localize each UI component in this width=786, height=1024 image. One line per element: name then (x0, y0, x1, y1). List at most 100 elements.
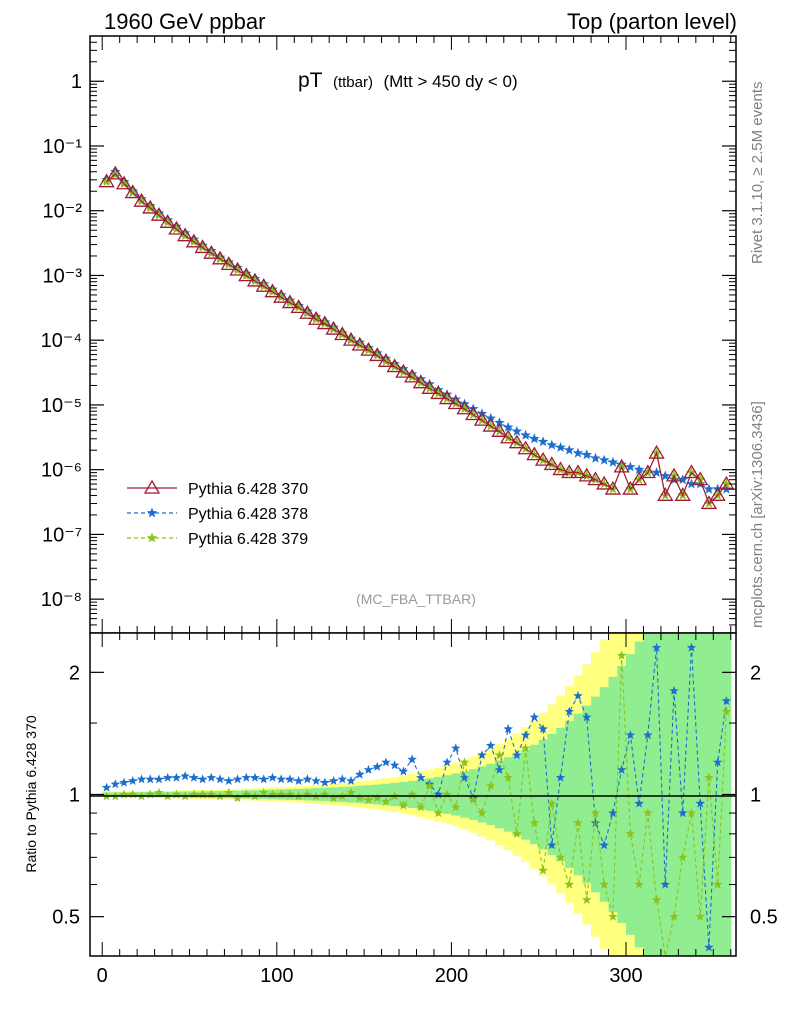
legend-label: Pythia 6.428 379 (188, 531, 308, 548)
main-data-point (604, 480, 622, 495)
ratio-band-inner (495, 760, 505, 829)
legend-marker (146, 507, 158, 518)
main-data-point (534, 451, 552, 466)
ratio-data-point (721, 706, 732, 716)
main-data-point (273, 289, 290, 303)
main-data-point (421, 380, 438, 394)
ratio-data-point (459, 757, 470, 767)
ratio-series-0 (101, 642, 732, 952)
main-data-point (369, 347, 386, 362)
ratio-data-point (346, 787, 356, 797)
ratio-data-point (363, 764, 374, 774)
ratio-band-inner (626, 654, 636, 935)
ratio-data-point (529, 818, 540, 828)
ratio-data-point (381, 757, 391, 767)
ratio-panel: 0.5 0.5 1 1 2 2 0 100 200 300 (52, 632, 778, 987)
ratio-data-point (503, 724, 513, 734)
main-data-point (639, 464, 656, 479)
ratio-data-point (477, 750, 487, 760)
ratio-data-point (259, 774, 269, 784)
ratio-data-point (590, 818, 601, 828)
ratio-data-point (416, 772, 426, 782)
legend-item: Pythia 6.428 378 (127, 506, 308, 523)
ratio-band-inner (547, 733, 557, 856)
main-data-point (473, 411, 491, 426)
ratio-data-point (494, 750, 505, 760)
ratio-data-point (276, 774, 286, 784)
main-data-point (625, 461, 636, 472)
ratio-data-point (651, 894, 662, 904)
ratio-data-point (328, 793, 339, 803)
ratio-band-inner (713, 633, 723, 956)
legend-label: Pythia 6.428 378 (188, 506, 308, 523)
ratio-band-inner (477, 766, 487, 823)
ratio-data-point (442, 789, 452, 799)
ratio-data-point (512, 750, 522, 760)
ratio-data-point (355, 769, 365, 779)
legend-marker (146, 532, 158, 543)
main-data-point (494, 417, 505, 428)
ratio-data-point (678, 808, 688, 818)
ratio-data-point (433, 789, 444, 799)
analysis-tag: (MC_FBA_TTBAR) (356, 591, 476, 607)
ratio-data-point (442, 757, 452, 767)
ratio-band-inner (573, 713, 583, 876)
ratio-data-point (119, 789, 129, 799)
plot-title-main: pT (298, 69, 323, 92)
ratio-data-point (643, 808, 653, 818)
ratio-data-point (171, 789, 182, 799)
ratio-band-inner (486, 763, 496, 826)
main-data-point (150, 207, 168, 221)
ratio-data-point (372, 761, 382, 771)
main-data-point (281, 294, 299, 309)
main-data-point (412, 374, 429, 389)
ratio-data-point (424, 780, 435, 790)
ratio-data-point (302, 789, 313, 799)
ratio-data-point (372, 793, 382, 803)
main-axis-ticks: 1 10⁻¹ 10⁻² 10⁻³ 10⁻⁴ 10⁻⁵ 10⁻⁶ 10⁻⁷ 10⁻⁸ (41, 35, 736, 634)
ratio-band-inner (521, 749, 531, 840)
ratio-data-point (634, 879, 644, 889)
ratio-band-inner (399, 781, 409, 808)
main-data-point (456, 400, 473, 415)
ratio-band-inner (381, 783, 391, 806)
ratio-data-point (407, 789, 417, 799)
main-data-point (578, 467, 595, 482)
x-tick-label: 100 (260, 965, 293, 987)
ratio-data-point (241, 789, 251, 799)
ratio-data-point (547, 798, 557, 808)
main-data-point (124, 184, 141, 199)
ratio-band-inner (364, 785, 374, 804)
ratio-data-point (485, 780, 496, 790)
ratio-band-inner (512, 753, 522, 836)
header-right-label: Top (parton level) (567, 9, 737, 34)
ratio-data-point (398, 800, 409, 810)
ratio-data-point (599, 840, 609, 850)
ratio-data-point (337, 774, 347, 784)
ratio-data-point (686, 808, 697, 818)
ratio-data-point (608, 911, 618, 921)
ratio-data-point (564, 879, 574, 889)
ratio-band-inner (687, 633, 697, 956)
ratio-data-point (625, 828, 636, 838)
main-data-point (185, 233, 203, 248)
ratio-data-point (564, 706, 574, 716)
ratio-data-point (154, 774, 164, 784)
ratio-band-inner (643, 633, 653, 956)
main-data-point (430, 385, 447, 400)
ratio-data-point (494, 764, 505, 774)
main-data-point (683, 464, 700, 479)
ratio-data-point (197, 789, 208, 799)
main-data-point (709, 487, 726, 501)
ratio-data-point (643, 730, 653, 740)
ratio-data-point (582, 712, 592, 722)
main-data-point (115, 175, 133, 190)
ratio-data-point (389, 760, 400, 770)
ratio-band-inner (460, 771, 470, 818)
main-data-point (342, 331, 360, 346)
ratio-data-point (189, 789, 199, 799)
ratio-data-point (477, 808, 487, 818)
ratio-data-point (712, 879, 723, 889)
x-tick-label: 300 (609, 965, 642, 987)
ratio-data-point (503, 772, 513, 782)
